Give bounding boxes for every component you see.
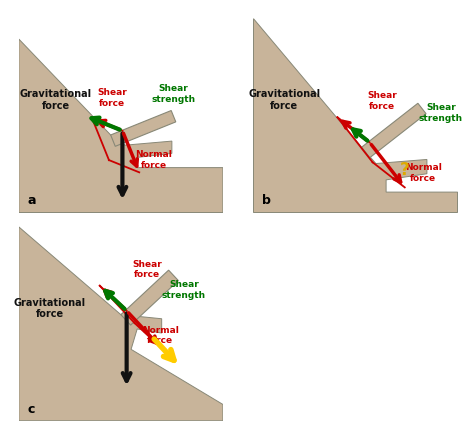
Text: Gravitational
force: Gravitational force <box>13 298 85 319</box>
Polygon shape <box>19 39 223 212</box>
Text: Normal
force: Normal force <box>405 163 442 183</box>
Text: Gravitational
force: Gravitational force <box>248 90 320 111</box>
Text: Shear
force: Shear force <box>132 260 162 279</box>
Text: Shear
strength: Shear strength <box>419 103 463 123</box>
Text: ?: ? <box>400 161 409 179</box>
Text: Normal
force: Normal force <box>135 150 172 170</box>
Text: Normal
force: Normal force <box>142 326 179 345</box>
Text: Shear
force: Shear force <box>97 88 127 108</box>
Polygon shape <box>254 19 457 212</box>
Text: a: a <box>27 194 36 207</box>
Polygon shape <box>110 110 176 146</box>
Text: Shear
strength: Shear strength <box>162 280 206 300</box>
Text: Shear
force: Shear force <box>367 91 397 110</box>
Text: Shear
strength: Shear strength <box>151 84 195 104</box>
Text: b: b <box>262 194 271 207</box>
Text: Gravitational
force: Gravitational force <box>19 90 91 111</box>
Text: c: c <box>27 402 35 416</box>
Polygon shape <box>121 270 178 325</box>
Polygon shape <box>121 217 162 319</box>
Polygon shape <box>110 8 172 141</box>
Polygon shape <box>19 227 223 421</box>
Polygon shape <box>362 8 427 159</box>
Polygon shape <box>362 103 426 158</box>
